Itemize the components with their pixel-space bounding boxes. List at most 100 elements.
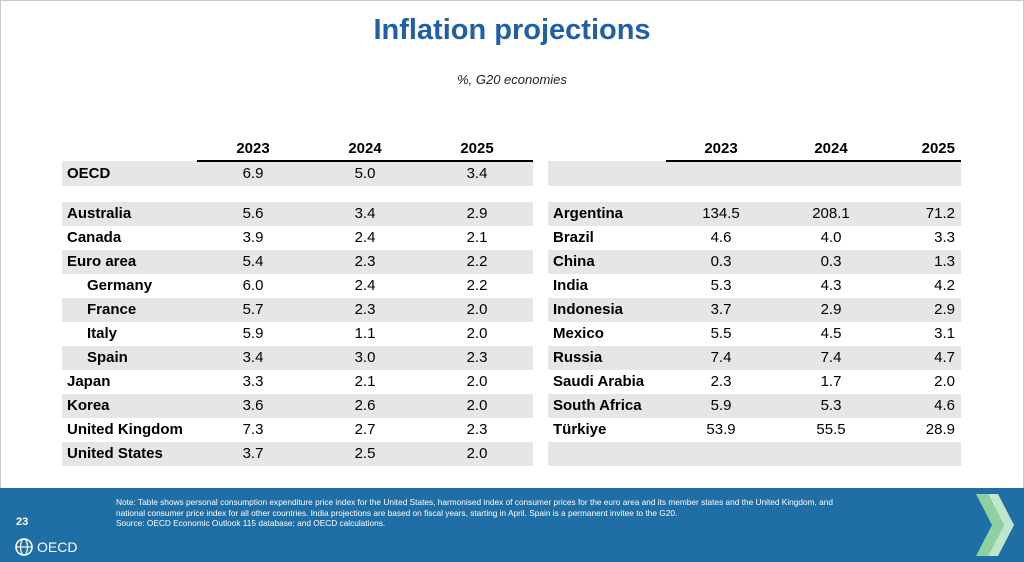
cell-value: 6.9 [197,161,309,186]
cell-value: 2.9 [421,202,533,226]
cell-value: 4.2 [934,277,955,294]
table-row: Mexico 5.5 4.5 3.1 [548,322,961,346]
cell-value: 7.4 [666,346,776,370]
cell-value: 5.7 [197,298,309,322]
cell-value: 1.3 [886,250,961,274]
row-label: India [553,277,589,294]
table-row: Australia 5.6 3.4 2.9 [62,202,533,226]
slide-border-left [0,0,1,488]
row-label: Germany [87,277,153,294]
cell-value: 71.2 [886,202,961,226]
footnote-line: Note: Table shows personal consumption e… [116,497,834,507]
non-oecd-inflation-table: 2023 2024 2025 Argentina 134.5 208.1 71.… [548,138,961,466]
cell-value: 2.0 [466,325,488,342]
cell-value: 0.3 [666,250,776,274]
table-row: Russia 7.4 7.4 4.7 [548,346,961,370]
globe-icon [15,538,33,556]
cell-value: 2.7 [354,421,376,438]
row-label: China [548,250,666,274]
cell-value: 2.0 [934,373,955,390]
cell-value: 2.0 [466,373,488,390]
table-row: United Kingdom 7.3 2.7 2.3 [62,418,533,442]
column-header-year: 2024 [776,138,886,162]
row-label: Euro area [62,250,197,274]
cell-value: 6.0 [242,277,264,294]
table-header-row: 2023 2024 2025 [62,138,533,162]
spacer-row [548,186,961,202]
cell-value: 2.4 [354,277,376,294]
row-label: Spain [62,346,197,370]
cell-value: 2.0 [421,442,533,466]
cell-value: 3.4 [421,161,533,186]
cell-value: 28.9 [925,421,955,438]
cell-value: 5.9 [666,394,776,418]
cell-value: 3.1 [934,325,955,342]
cell-value: 5.0 [309,161,421,186]
table-row: Brazil 4.6 4.0 3.3 [548,226,961,250]
row-label: United Kingdom [67,421,183,438]
cell-value: 2.1 [466,229,488,246]
cell-value: 2.2 [421,250,533,274]
cell-value: 0.3 [776,250,886,274]
row-label: Canada [67,229,122,246]
footnote-line: Source: OECD Economic Outlook 115 databa… [116,518,386,528]
row-label: United States [62,442,197,466]
column-header-year: 2025 [886,138,961,162]
row-label: Australia [62,202,197,226]
cell-value: 7.3 [242,421,264,438]
row-label: Türkiye [553,421,607,438]
cell-value: 2.0 [421,394,533,418]
table-row-empty [548,442,961,466]
row-label: Japan [67,373,111,390]
row-label: Russia [548,346,666,370]
cell-value: 3.3 [934,229,955,246]
cell-value: 5.4 [197,250,309,274]
slide-title: Inflation projections [373,14,651,46]
cell-value: 1.1 [354,325,376,342]
cell-value: 5.3 [776,394,886,418]
cell-value: 3.4 [197,346,309,370]
table-header-row: 2023 2024 2025 [548,138,961,162]
cell-value: 2.1 [354,373,376,390]
cell-value: 1.7 [820,373,842,390]
row-label: France [62,298,197,322]
cell-value: 3.4 [309,202,421,226]
row-label: OECD [62,161,197,186]
row-label: Italy [87,325,118,342]
cell-value: 5.5 [710,325,732,342]
cell-value: 4.3 [820,277,842,294]
column-header-year: 2024 [309,138,421,162]
cell-value: 4.6 [710,229,732,246]
row-label: Saudi Arabia [553,373,645,390]
table-row: Germany 6.0 2.4 2.2 [62,274,533,298]
table-row: Canada 3.9 2.4 2.1 [62,226,533,250]
cell-value: 5.6 [197,202,309,226]
column-header-year: 2023 [197,138,309,162]
footer-band [0,488,1024,562]
cell-value: 2.3 [710,373,732,390]
cell-value: 2.4 [354,229,376,246]
cell-value: 2.2 [466,277,488,294]
oecd-inflation-table: 2023 2024 2025 OECD 6.9 5.0 3.4 Australi… [62,138,533,466]
slide-border-top [0,0,1024,1]
cell-value: 2.9 [776,298,886,322]
column-header-year: 2023 [666,138,776,162]
cell-value: 3.9 [242,229,264,246]
table-row: Indonesia 3.7 2.9 2.9 [548,298,961,322]
table-row: China 0.3 0.3 1.3 [548,250,961,274]
slide-subtitle: %, G20 economies [457,72,567,87]
cell-value: 134.5 [666,202,776,226]
cell-value: 3.3 [242,373,264,390]
row-label: Brazil [553,229,594,246]
spacer-row [62,186,533,202]
table-row: Italy 5.9 1.1 2.0 [62,322,533,346]
column-header-year: 2025 [421,138,533,162]
cell-value: 5.9 [242,325,264,342]
cell-value: 2.6 [309,394,421,418]
cell-value: 55.5 [816,421,846,438]
table-row-empty [548,161,961,186]
table-row: Saudi Arabia 2.3 1.7 2.0 [548,370,961,394]
row-label: Indonesia [548,298,666,322]
cell-value: 3.7 [666,298,776,322]
table-row: South Africa 5.9 5.3 4.6 [548,394,961,418]
